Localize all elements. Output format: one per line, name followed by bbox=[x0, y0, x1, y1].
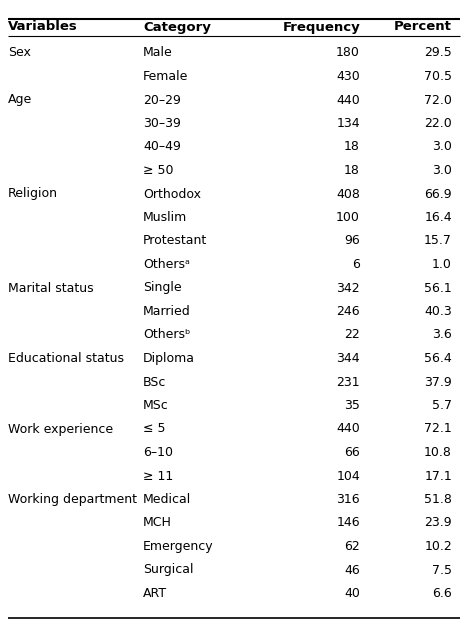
Text: 22.0: 22.0 bbox=[424, 117, 452, 130]
Text: 56.1: 56.1 bbox=[424, 282, 452, 294]
Text: 16.4: 16.4 bbox=[424, 211, 452, 224]
Text: 342: 342 bbox=[337, 282, 360, 294]
Text: 18: 18 bbox=[344, 140, 360, 153]
Text: 134: 134 bbox=[337, 117, 360, 130]
Text: 3.6: 3.6 bbox=[432, 329, 452, 342]
Text: 66.9: 66.9 bbox=[424, 188, 452, 200]
Text: Diploma: Diploma bbox=[143, 352, 195, 365]
Text: Orthodox: Orthodox bbox=[143, 188, 201, 200]
Text: 430: 430 bbox=[336, 70, 360, 83]
Text: 18: 18 bbox=[344, 164, 360, 177]
Text: 37.9: 37.9 bbox=[424, 376, 452, 389]
Text: 15.7: 15.7 bbox=[424, 235, 452, 247]
Text: 1.0: 1.0 bbox=[432, 258, 452, 271]
Text: 6: 6 bbox=[352, 258, 360, 271]
Text: Age: Age bbox=[8, 93, 32, 106]
Text: 3.0: 3.0 bbox=[432, 140, 452, 153]
Text: Category: Category bbox=[143, 21, 211, 34]
Text: ≥ 50: ≥ 50 bbox=[143, 164, 174, 177]
Text: 344: 344 bbox=[337, 352, 360, 365]
Text: MSc: MSc bbox=[143, 399, 169, 412]
Text: Othersᵇ: Othersᵇ bbox=[143, 329, 190, 342]
Text: 62: 62 bbox=[344, 540, 360, 553]
Text: 246: 246 bbox=[337, 305, 360, 318]
Text: Female: Female bbox=[143, 70, 188, 83]
Text: 100: 100 bbox=[336, 211, 360, 224]
Text: 6.6: 6.6 bbox=[432, 587, 452, 600]
Text: 40–49: 40–49 bbox=[143, 140, 181, 153]
Text: 35: 35 bbox=[344, 399, 360, 412]
Text: 231: 231 bbox=[337, 376, 360, 389]
Text: Percent: Percent bbox=[394, 21, 452, 34]
Text: 3.0: 3.0 bbox=[432, 164, 452, 177]
Text: 51.8: 51.8 bbox=[424, 493, 452, 506]
Text: 46: 46 bbox=[344, 563, 360, 577]
Text: 96: 96 bbox=[344, 235, 360, 247]
Text: ≥ 11: ≥ 11 bbox=[143, 470, 173, 483]
Text: 30–39: 30–39 bbox=[143, 117, 181, 130]
Text: Variables: Variables bbox=[8, 21, 78, 34]
Text: 408: 408 bbox=[336, 188, 360, 200]
Text: Single: Single bbox=[143, 282, 182, 294]
Text: 440: 440 bbox=[336, 93, 360, 106]
Text: Emergency: Emergency bbox=[143, 540, 214, 553]
Text: ART: ART bbox=[143, 587, 167, 600]
Text: Protestant: Protestant bbox=[143, 235, 207, 247]
Text: 10.8: 10.8 bbox=[424, 446, 452, 459]
Text: Muslim: Muslim bbox=[143, 211, 187, 224]
Text: 23.9: 23.9 bbox=[424, 516, 452, 530]
Text: 17.1: 17.1 bbox=[424, 470, 452, 483]
Text: Othersᵃ: Othersᵃ bbox=[143, 258, 190, 271]
Text: 66: 66 bbox=[344, 446, 360, 459]
Text: 70.5: 70.5 bbox=[424, 70, 452, 83]
Text: 180: 180 bbox=[336, 46, 360, 59]
Text: Marital status: Marital status bbox=[8, 282, 93, 294]
Text: 7.5: 7.5 bbox=[432, 563, 452, 577]
Text: 72.0: 72.0 bbox=[424, 93, 452, 106]
Text: Married: Married bbox=[143, 305, 191, 318]
Text: 146: 146 bbox=[337, 516, 360, 530]
Text: 22: 22 bbox=[344, 329, 360, 342]
Text: Male: Male bbox=[143, 46, 173, 59]
Text: Medical: Medical bbox=[143, 493, 191, 506]
Text: 56.4: 56.4 bbox=[424, 352, 452, 365]
Text: 29.5: 29.5 bbox=[424, 46, 452, 59]
Text: 72.1: 72.1 bbox=[424, 423, 452, 436]
Text: Surgical: Surgical bbox=[143, 563, 194, 577]
Text: Educational status: Educational status bbox=[8, 352, 124, 365]
Text: 40.3: 40.3 bbox=[424, 305, 452, 318]
Text: MCH: MCH bbox=[143, 516, 172, 530]
Text: Work experience: Work experience bbox=[8, 423, 113, 436]
Text: BSc: BSc bbox=[143, 376, 166, 389]
Text: Religion: Religion bbox=[8, 188, 58, 200]
Text: 5.7: 5.7 bbox=[432, 399, 452, 412]
Text: 316: 316 bbox=[337, 493, 360, 506]
Text: Frequency: Frequency bbox=[282, 21, 360, 34]
Text: 20–29: 20–29 bbox=[143, 93, 181, 106]
Text: 40: 40 bbox=[344, 587, 360, 600]
Text: Sex: Sex bbox=[8, 46, 31, 59]
Text: 10.2: 10.2 bbox=[424, 540, 452, 553]
Text: 104: 104 bbox=[336, 470, 360, 483]
Text: 6–10: 6–10 bbox=[143, 446, 173, 459]
Text: ≤ 5: ≤ 5 bbox=[143, 423, 166, 436]
Text: 440: 440 bbox=[336, 423, 360, 436]
Text: Working department: Working department bbox=[8, 493, 137, 506]
